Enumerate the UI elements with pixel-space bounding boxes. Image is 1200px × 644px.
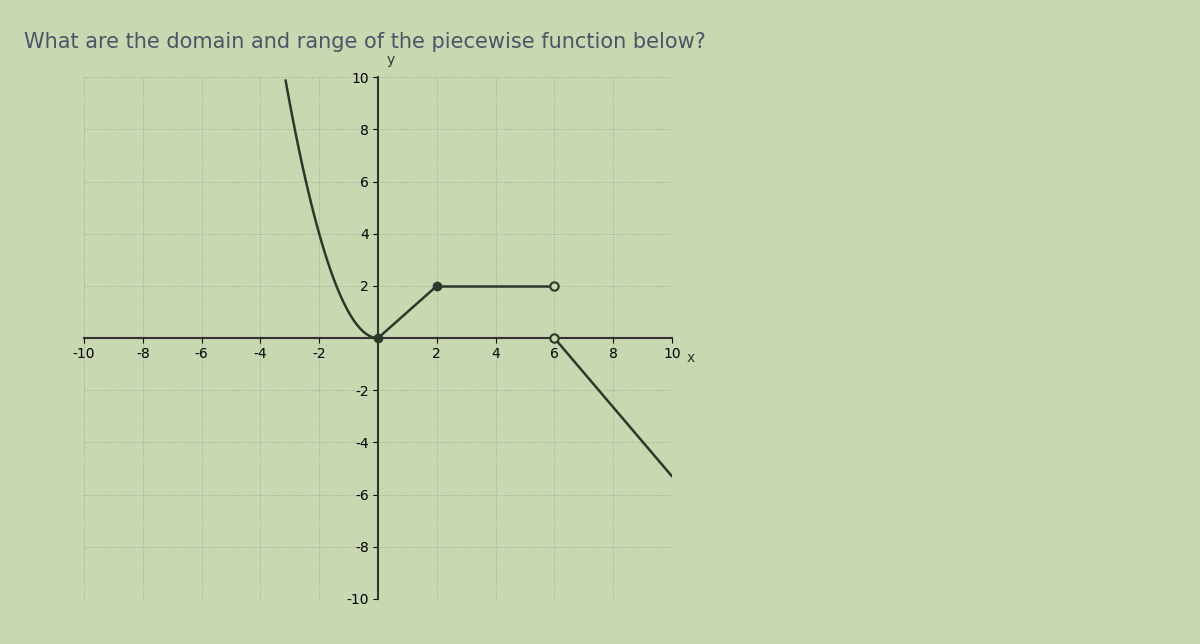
Text: y: y xyxy=(386,53,395,67)
Text: x: x xyxy=(686,351,695,365)
Text: What are the domain and range of the piecewise function below?: What are the domain and range of the pie… xyxy=(24,32,706,52)
